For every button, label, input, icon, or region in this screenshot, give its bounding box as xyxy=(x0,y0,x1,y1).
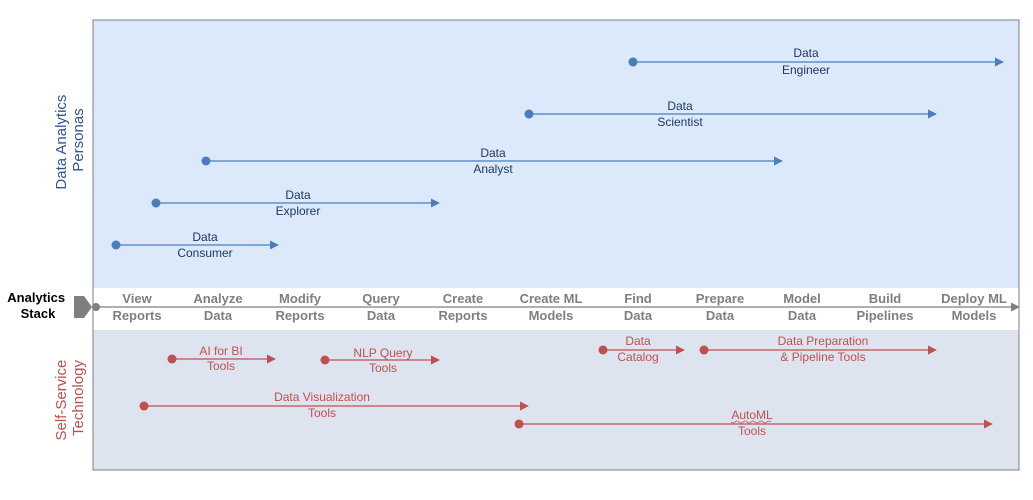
tech-start-dot xyxy=(320,355,330,365)
persona-start-dot xyxy=(111,240,121,250)
tech-start-dot xyxy=(699,345,709,355)
persona-label: Data Engineer xyxy=(782,46,830,77)
persona-label: Data Consumer xyxy=(177,230,232,260)
persona-label: Data Analyst xyxy=(473,146,513,176)
tech-start-dot xyxy=(139,401,149,411)
stack-band xyxy=(93,288,1019,330)
diagram-frame xyxy=(92,19,1020,471)
tech-data-visualization-tools: Data Visualization Tools xyxy=(139,390,529,420)
persona-data-consumer: Data Consumer xyxy=(111,230,279,260)
persona-data-explorer: Data Explorer xyxy=(151,188,440,218)
tech-ai-for-bi-tools: AI for BI Tools xyxy=(167,344,276,373)
persona-data-analyst: Data Analyst xyxy=(201,146,783,176)
stack-item-create-ml-models: Create ML Models xyxy=(520,291,583,323)
stack-item-create-reports: Create Reports xyxy=(438,291,487,323)
tech-label: Data Catalog xyxy=(617,334,658,364)
tech-label: Data Visualization Tools xyxy=(274,390,370,420)
persona-start-dot xyxy=(524,109,534,119)
stack-item-model-data: Model Data xyxy=(783,291,821,323)
stack-pointer-icon xyxy=(74,296,92,318)
stack-item-analyze-data: Analyze Data xyxy=(193,291,242,323)
tech-label: Data Preparation & Pipeline Tools xyxy=(778,334,869,364)
technology-panel xyxy=(93,330,1019,470)
persona-start-dot xyxy=(201,156,211,166)
stack-item-query-data: Query Data xyxy=(362,291,400,323)
tech-start-dot xyxy=(598,345,608,355)
stack-item-deploy-ml-models: Deploy ML Models xyxy=(941,291,1007,323)
persona-data-scientist: Data Scientist xyxy=(524,99,937,129)
stack-item-build-pipelines: Build Pipelines xyxy=(856,291,913,323)
persona-label: Data Explorer xyxy=(276,188,321,218)
analytics-stack-label: Analytics Stack xyxy=(7,290,68,321)
persona-data-engineer: Data Engineer xyxy=(628,46,1004,77)
stack-axis-start-dot xyxy=(92,303,100,311)
tech-label: AI for BI Tools xyxy=(199,344,242,373)
persona-label: Data Scientist xyxy=(657,99,703,129)
tech-start-dot xyxy=(514,419,524,429)
tech-label: AutoML Tools xyxy=(731,408,773,438)
tech-data-preparation-pipeline-tools: Data Preparation & Pipeline Tools xyxy=(699,334,937,364)
personas-section-label: Data Analytics Personas xyxy=(53,90,87,189)
tech-data-catalog: Data Catalog xyxy=(598,334,685,364)
stack-item-modify-reports: Modify Reports xyxy=(275,291,324,323)
stack-item-prepare-data: Prepare Data xyxy=(696,291,744,323)
stack-item-find-data: Find Data xyxy=(624,291,653,323)
personas-panel xyxy=(93,20,1019,288)
tech-nlp-query-tools: NLP Query Tools xyxy=(320,346,440,375)
tech-label: NLP Query Tools xyxy=(353,346,412,375)
persona-start-dot xyxy=(628,57,638,67)
technology-section-label: Self-Service Technology xyxy=(53,355,87,440)
spellcheck-underline xyxy=(730,420,772,424)
persona-start-dot xyxy=(151,198,161,208)
tech-automl-tools: AutoML Tools xyxy=(514,408,993,438)
tech-start-dot xyxy=(167,354,177,364)
stack-item-view-reports: View Reports xyxy=(112,291,161,323)
